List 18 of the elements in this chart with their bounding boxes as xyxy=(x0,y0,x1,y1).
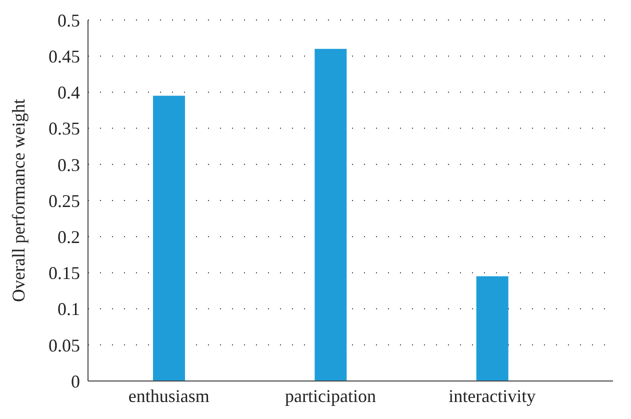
y-tick-label: 0.2 xyxy=(58,226,80,247)
y-tick-label: 0 xyxy=(71,371,80,392)
y-tick-label: 0.25 xyxy=(48,190,80,211)
y-tick-label: 0.05 xyxy=(48,335,80,356)
bar xyxy=(476,276,508,381)
y-tick-label: 0.1 xyxy=(58,299,80,320)
y-tick-label: 0.45 xyxy=(48,46,80,66)
bar xyxy=(314,48,347,381)
bar xyxy=(153,96,185,381)
y-tick-label: 0.3 xyxy=(58,154,80,175)
x-tick-label: enthusiasm xyxy=(128,386,210,406)
y-tick-label: 0.15 xyxy=(48,263,80,284)
y-tick-label: 0.4 xyxy=(58,82,80,103)
y-tick-label: 0.5 xyxy=(58,10,80,30)
x-tick-label: participation xyxy=(285,386,376,406)
y-axis-title: Overall performance weight xyxy=(8,99,28,302)
x-tick-label: interactivity xyxy=(448,386,536,406)
y-tick-label: 0.35 xyxy=(48,118,80,139)
